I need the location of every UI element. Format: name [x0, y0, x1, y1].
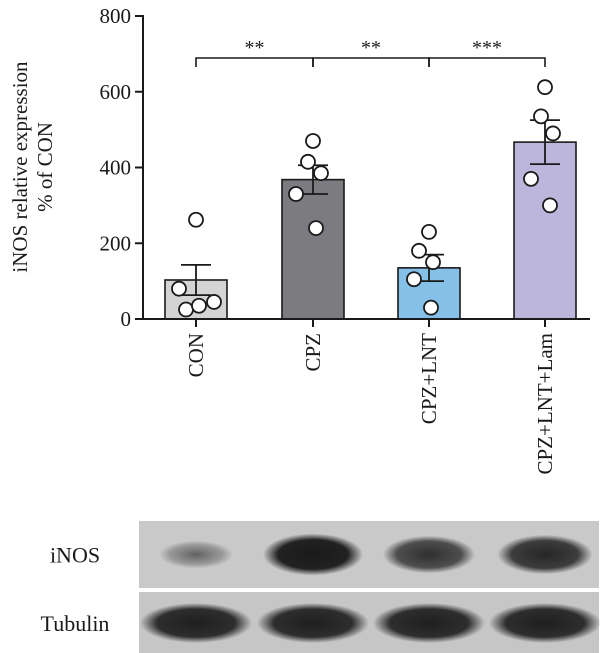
- data-point: [300, 153, 316, 170]
- x-tick-label: CPZ+LNT+Lam: [533, 333, 557, 475]
- x-tick-label: CPZ+LNT: [417, 333, 441, 424]
- bars: [164, 141, 577, 320]
- data-point: [308, 220, 324, 237]
- data-point: [178, 301, 194, 318]
- significance-label: ***: [472, 37, 502, 59]
- data-point: [206, 294, 222, 310]
- blot-row: iNOS: [50, 521, 599, 588]
- y-axis-title-line1: iNOS relative expression: [8, 61, 32, 273]
- data-point: [533, 108, 549, 125]
- y-axis-title: iNOS relative expression % of CON: [8, 61, 57, 273]
- x-tick-label: CON: [184, 333, 208, 377]
- blot-band: [383, 535, 475, 574]
- blot-row-label: Tubulin: [41, 611, 110, 636]
- error-bars: [181, 119, 560, 297]
- data-point: [188, 211, 204, 228]
- bar: [513, 141, 577, 320]
- blot-row-label: iNOS: [50, 543, 100, 568]
- blot-band: [263, 533, 363, 576]
- significance-bracket: **: [195, 37, 314, 67]
- bar: [281, 178, 345, 320]
- data-point: [423, 299, 439, 316]
- y-tick-label: 600: [100, 80, 132, 104]
- blot-band: [159, 540, 233, 569]
- western-blot: iNOS Tubulin: [41, 521, 600, 653]
- blot-band: [489, 603, 600, 643]
- blot-row: Tubulin: [41, 592, 600, 653]
- data-point: [411, 242, 427, 259]
- data-point: [545, 125, 561, 142]
- data-point: [191, 297, 207, 314]
- data-points: [171, 79, 561, 318]
- significance-bracket: ***: [428, 37, 546, 67]
- y-tick-label: 400: [100, 156, 132, 180]
- blot-band: [257, 603, 369, 643]
- y-axis-title-line2: % of CON: [33, 122, 57, 212]
- data-point: [305, 133, 321, 149]
- data-point: [537, 79, 553, 96]
- significance-bracket: **: [312, 37, 430, 67]
- significance-label: **: [245, 37, 265, 59]
- data-point: [523, 170, 539, 187]
- y-tick-label: 200: [100, 231, 132, 255]
- blot-band: [497, 534, 593, 575]
- data-point: [421, 223, 437, 240]
- data-point: [542, 197, 558, 214]
- blot-band: [140, 603, 252, 643]
- error-bar: [181, 263, 211, 297]
- blot-band: [373, 603, 485, 643]
- data-point: [288, 186, 304, 202]
- y-tick-label: 0: [121, 307, 132, 331]
- data-point: [425, 254, 441, 271]
- data-point: [406, 271, 422, 288]
- x-tick-label: CPZ: [301, 333, 325, 372]
- y-tick-label: 800: [100, 4, 132, 28]
- data-point: [171, 280, 187, 297]
- y-axis: 0 200 400 600 800: [100, 4, 144, 331]
- significance-brackets: ** ** ***: [195, 37, 546, 67]
- significance-label: **: [361, 37, 381, 59]
- x-axis: CON CPZ CPZ+LNT CPZ+LNT+Lam: [142, 318, 590, 475]
- data-point: [313, 165, 329, 182]
- bar-chart: iNOS relative expression % of CON 0 200 40…: [8, 4, 590, 475]
